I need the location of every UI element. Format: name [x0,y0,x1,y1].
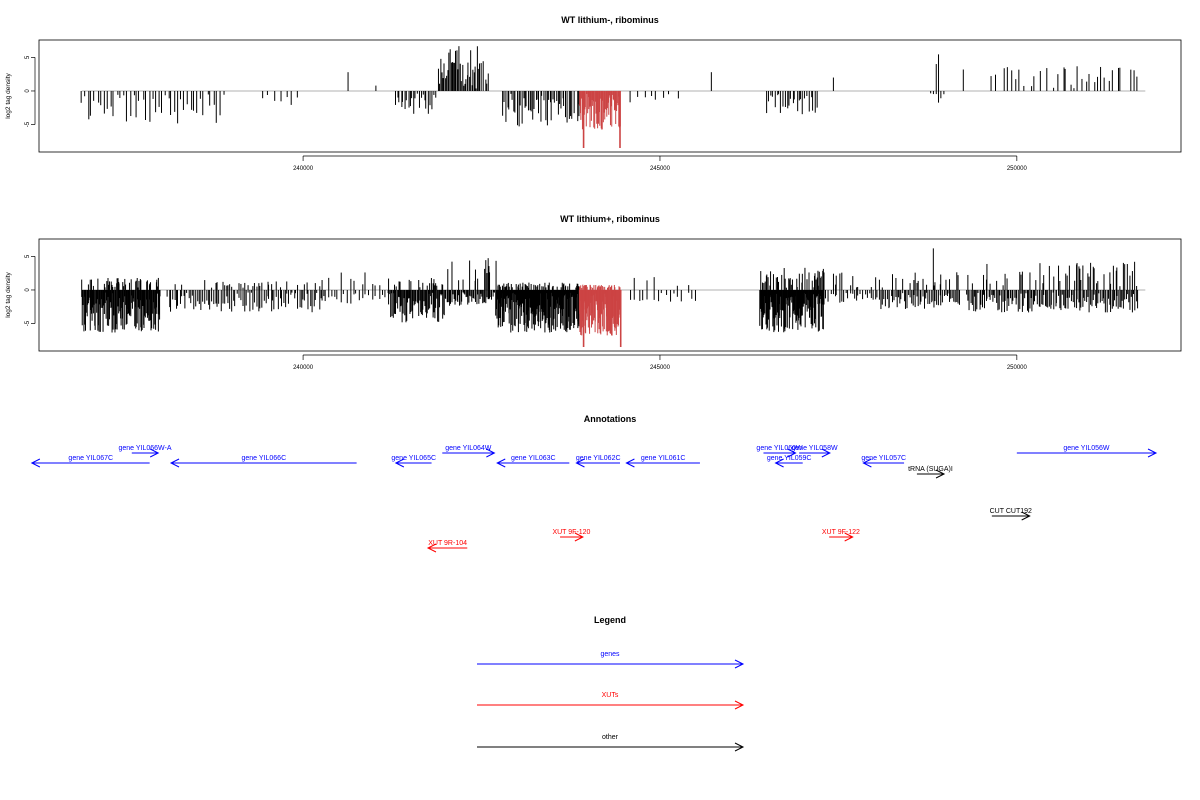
x-tick-label: 240000 [293,166,314,172]
annotation-arrow-head [862,458,872,468]
annotation-label: gene YIL062C [576,455,621,462]
panel-title: WT lithium+, ribominus [560,214,660,224]
annotation-label: gene YIL064W [445,445,492,452]
annotation-arrow-head [574,532,584,542]
panel-title: WT lithium-, ribominus [561,15,659,25]
legend-label: genes [600,651,620,658]
annotation-label: gene YIL067C [68,455,113,462]
legend-arrow-head [734,700,745,710]
legend: Legend genes XUTs other [477,615,745,752]
x-tick-label: 245000 [650,365,671,371]
legend-arrow-head [734,659,745,669]
annotation-arrow-head [1147,448,1158,458]
annotation-label: tRNA (SUGA)I [908,466,953,473]
annotation-label: XUT 9F-122 [822,529,860,536]
annotation-arrow-head [1021,511,1031,521]
x-tick-label: 245000 [650,166,671,172]
annotation-label: gene YIL063C [511,455,556,462]
y-tick-label: 5 [25,254,31,258]
plot-frame [38,39,1182,153]
annotation-items: gene YIL067C gene YIL066W-A gene YIL066C ge… [30,445,1158,553]
annotation-label: gene YIL059C [767,455,812,462]
y-tick-label: 0 [25,89,31,93]
annotation-label: XUT 9R-104 [428,540,467,547]
annotation-arrow-head [575,458,585,468]
bar-group [81,248,1146,347]
track-panel-lithium-minus: WT lithium-, ribominus log2 tag density … [5,15,1182,172]
y-axis-label: log2 tag density [5,72,12,118]
y-tick-label: 0 [25,288,31,292]
legend-items: genes XUTs other [477,651,745,752]
annotation-arrow-head [496,458,506,468]
annotation-label: gene YIL060W [756,445,803,452]
annotation-label: CUT CUT192 [990,508,1032,515]
annotation-label: gene YIL065C [391,455,436,462]
annotation-arrow-head [625,458,635,468]
legend-title: Legend [594,615,626,625]
annotation-arrow-head [821,448,831,458]
annotation-label: gene YIL061C [641,455,686,462]
bar-group [80,46,1146,148]
legend-label: other [602,734,619,741]
annotation-label: XUT 9F-120 [552,529,590,536]
y-tick-label: 5 [25,55,31,59]
x-tick-label: 250000 [1007,166,1028,172]
annotation-label: gene YIL066W-A [118,445,171,452]
track-panel-lithium-plus: WT lithium+, ribominus log2 tag density … [5,214,1182,371]
annotation-arrow-head [935,469,946,479]
annotation-label: gene YIL057C [861,455,906,462]
annotation-label: gene YIL066C [242,455,287,462]
annotation-arrow-head [426,543,437,553]
axes: 5 0 -5 240000 245000 250000 [25,254,1028,371]
x-tick-label: 240000 [293,365,314,371]
legend-label: XUTs [602,692,619,699]
plot-frame [38,238,1182,352]
annotations-title: Annotations [584,414,637,424]
annotation-arrow-head [394,458,405,468]
annotation-arrow-head [774,458,784,468]
y-tick-label: -5 [25,320,31,326]
annotation-label: gene YIL056W [1063,445,1110,452]
annotation-arrow-head [486,448,496,458]
legend-arrow-head [734,742,745,752]
annotation-arrow-head [169,458,180,468]
annotation-label: gene YIL058W [791,445,838,452]
y-tick-label: -5 [25,121,31,127]
annotation-arrow-head [30,458,41,468]
y-axis-label: log2 tag density [5,271,12,317]
axes: 5 0 -5 240000 245000 250000 [25,55,1028,172]
x-tick-label: 250000 [1007,365,1028,371]
annotation-arrow-head [787,448,797,458]
annotation-arrow-head [844,532,854,542]
annotation-arrow-head [149,448,160,458]
